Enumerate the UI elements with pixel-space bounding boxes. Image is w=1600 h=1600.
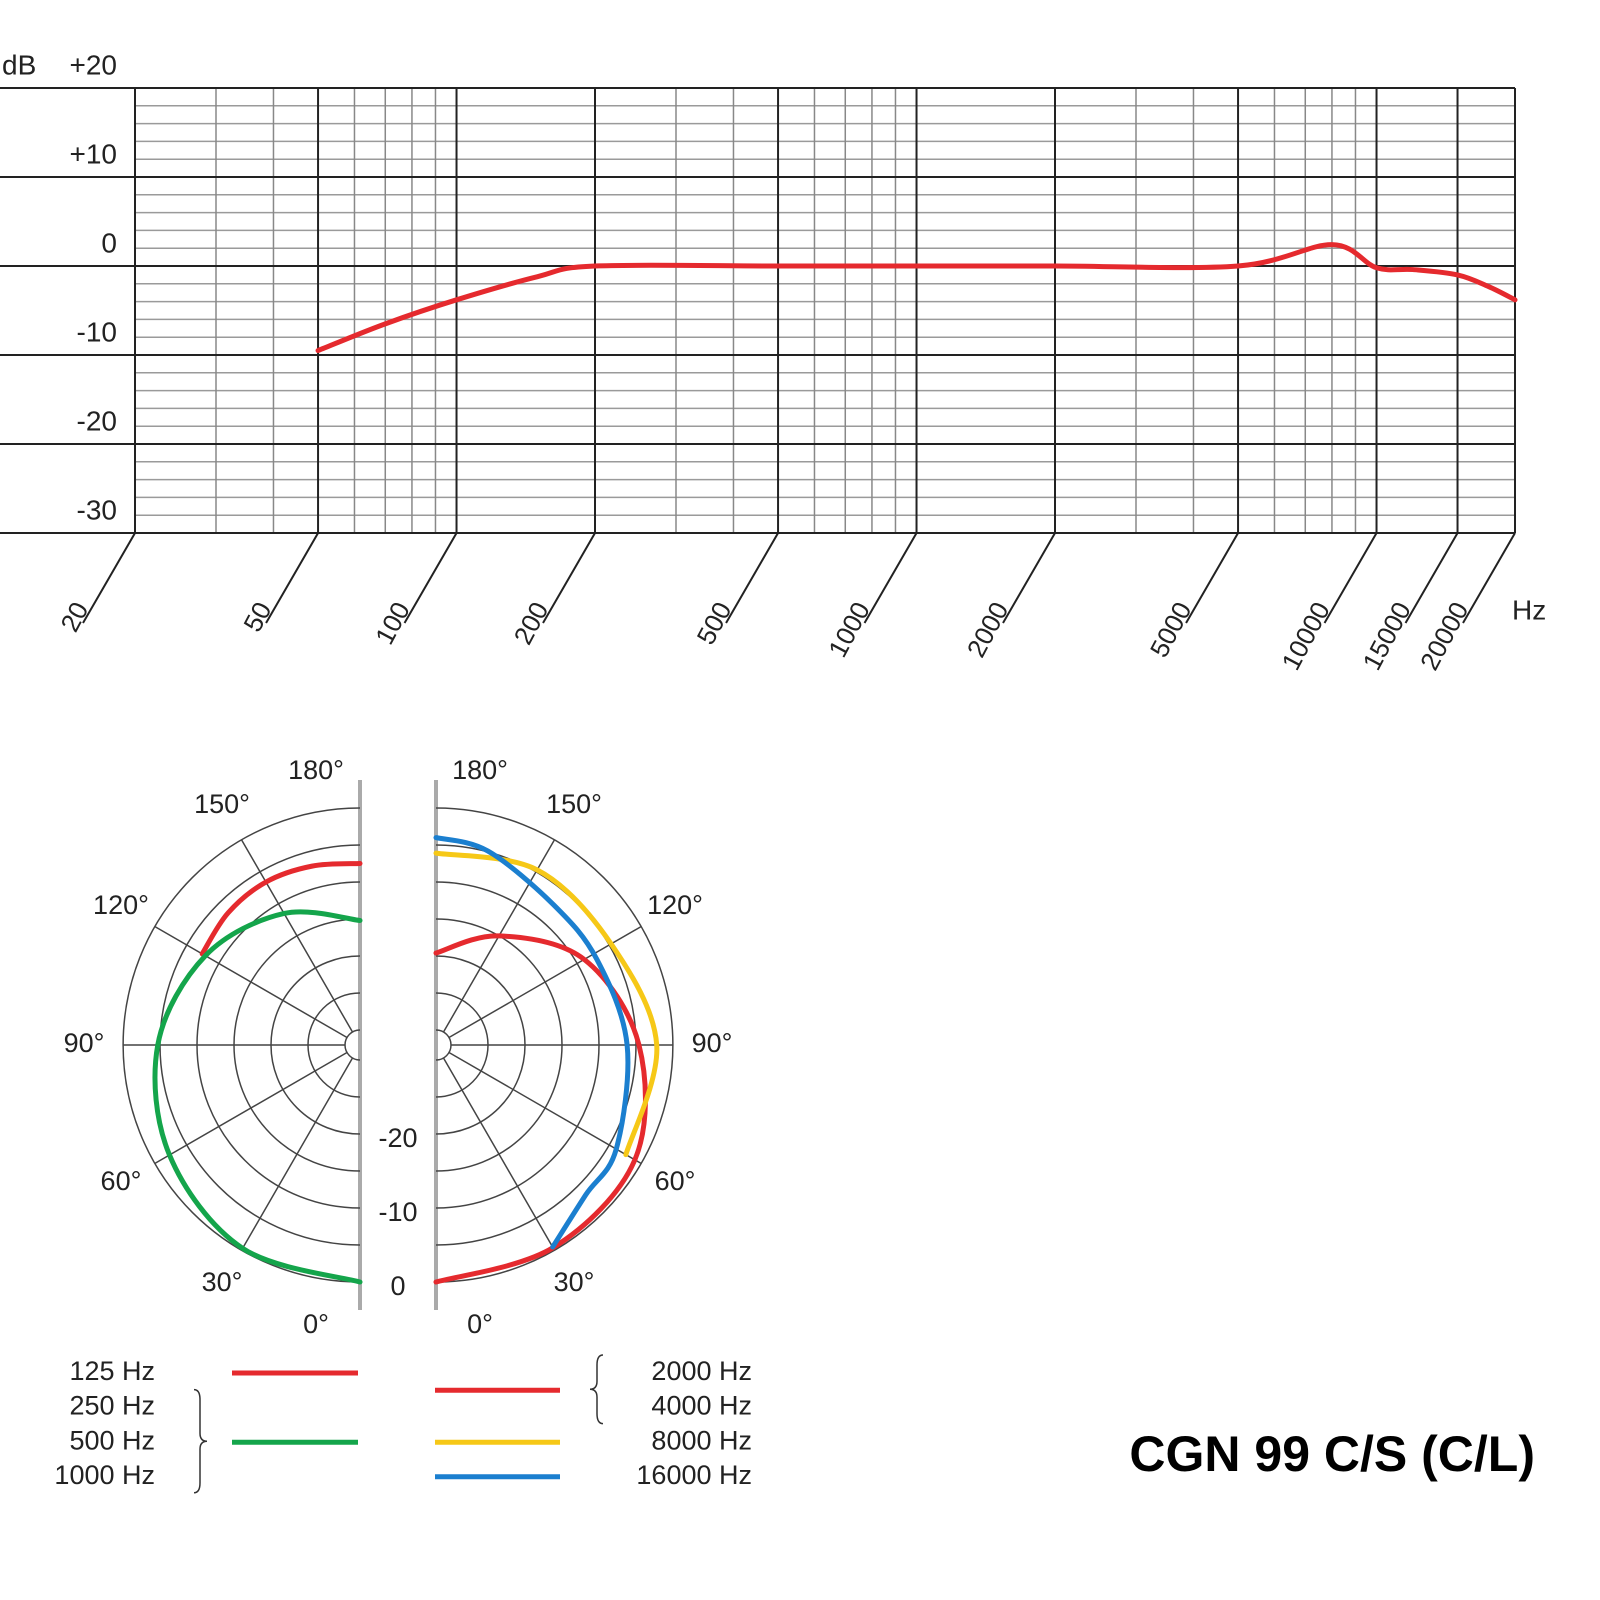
polar-chart: 0° 30° 60° 90° 120° 150° 180° 0° 30° 60° 90° 120° 15… bbox=[54, 755, 752, 1494]
polar-curve bbox=[433, 835, 631, 1250]
x-tick-label: 20 bbox=[54, 597, 94, 637]
polar-curve bbox=[433, 933, 648, 1285]
legend-label: 2000 Hz bbox=[651, 1356, 752, 1386]
tick-mark bbox=[403, 532, 458, 624]
tick-mark bbox=[1404, 532, 1459, 624]
y-tick-label: -20 bbox=[77, 405, 117, 436]
angle-label: 60° bbox=[101, 1166, 142, 1196]
r-tick-label: -10 bbox=[378, 1197, 417, 1227]
y-tick-label: +20 bbox=[70, 49, 118, 80]
spoke bbox=[448, 1051, 642, 1165]
angle-label: 180° bbox=[452, 755, 508, 785]
spoke bbox=[442, 1057, 556, 1251]
legend-brace bbox=[193, 1388, 208, 1494]
tick-mark bbox=[725, 532, 779, 624]
angle-label: 0° bbox=[467, 1309, 493, 1339]
angle-label: 120° bbox=[647, 890, 703, 920]
y-axis-label: dB bbox=[2, 49, 36, 80]
tick-mark bbox=[1462, 532, 1516, 624]
x-tick-label: 100 bbox=[369, 597, 416, 649]
tick-mark bbox=[542, 532, 596, 624]
spoke bbox=[240, 839, 354, 1033]
x-tick-label: 1000 bbox=[822, 597, 876, 662]
x-tick-label: 200 bbox=[508, 597, 555, 649]
minor-ring bbox=[435, 1029, 452, 1061]
angle-label: 0° bbox=[303, 1309, 329, 1339]
legend-label: 16000 Hz bbox=[636, 1460, 752, 1490]
y-tick-label: -30 bbox=[77, 494, 117, 525]
angle-label: 180° bbox=[288, 755, 344, 785]
polar-curve bbox=[152, 909, 363, 1285]
x-axis-label: Hz bbox=[1512, 594, 1546, 625]
tick-mark bbox=[863, 532, 918, 624]
y-tick-label: +10 bbox=[70, 138, 118, 169]
spoke bbox=[154, 1051, 348, 1165]
x-tick-label: 500 bbox=[691, 597, 738, 649]
spoke bbox=[154, 925, 348, 1039]
minor-ring bbox=[344, 1029, 361, 1061]
tick-mark bbox=[265, 532, 319, 624]
angle-label: 120° bbox=[93, 890, 149, 920]
legend-label: 250 Hz bbox=[69, 1391, 155, 1421]
polar-curve bbox=[199, 861, 363, 957]
x-tick-label: 50 bbox=[237, 597, 277, 637]
angle-label: 30° bbox=[202, 1267, 243, 1297]
frequency-response: -30 -20 -10 0 +10 +20 20 50 100 200 500 1000 2000 500… bbox=[0, 49, 1518, 675]
y-tick-label: 0 bbox=[101, 227, 117, 258]
tick-mark bbox=[1185, 532, 1239, 624]
y-tick-label: -10 bbox=[77, 316, 117, 347]
x-tick-label: 10000 bbox=[1275, 597, 1335, 675]
legend-label: 4000 Hz bbox=[651, 1391, 752, 1421]
tick-mark bbox=[1002, 532, 1056, 624]
angle-label: 150° bbox=[546, 789, 602, 819]
legend-brace bbox=[589, 1354, 604, 1425]
response-curve bbox=[315, 242, 1518, 354]
legend-label: 1000 Hz bbox=[54, 1460, 155, 1490]
angle-label: 60° bbox=[655, 1166, 696, 1196]
angle-label: 30° bbox=[554, 1267, 595, 1297]
legend-label: 500 Hz bbox=[69, 1425, 155, 1455]
r-tick-label: -20 bbox=[378, 1123, 417, 1153]
angle-label: 90° bbox=[64, 1028, 105, 1058]
chart-title: CGN 99 C/S (C/L) bbox=[1129, 1426, 1535, 1482]
spoke bbox=[240, 1057, 354, 1251]
tick-mark bbox=[82, 532, 136, 624]
x-tick-label: 5000 bbox=[1144, 597, 1198, 662]
r-tick-label: 0 bbox=[390, 1271, 405, 1301]
x-tick-label: 2000 bbox=[961, 597, 1015, 662]
x-tick-label: 15000 bbox=[1356, 597, 1416, 675]
angle-label: 150° bbox=[194, 789, 250, 819]
x-tick-label: 20000 bbox=[1414, 597, 1474, 675]
legend-label: 125 Hz bbox=[69, 1356, 155, 1386]
angle-label: 90° bbox=[692, 1028, 733, 1058]
legend-label: 8000 Hz bbox=[651, 1425, 752, 1455]
tick-mark bbox=[1323, 532, 1378, 624]
